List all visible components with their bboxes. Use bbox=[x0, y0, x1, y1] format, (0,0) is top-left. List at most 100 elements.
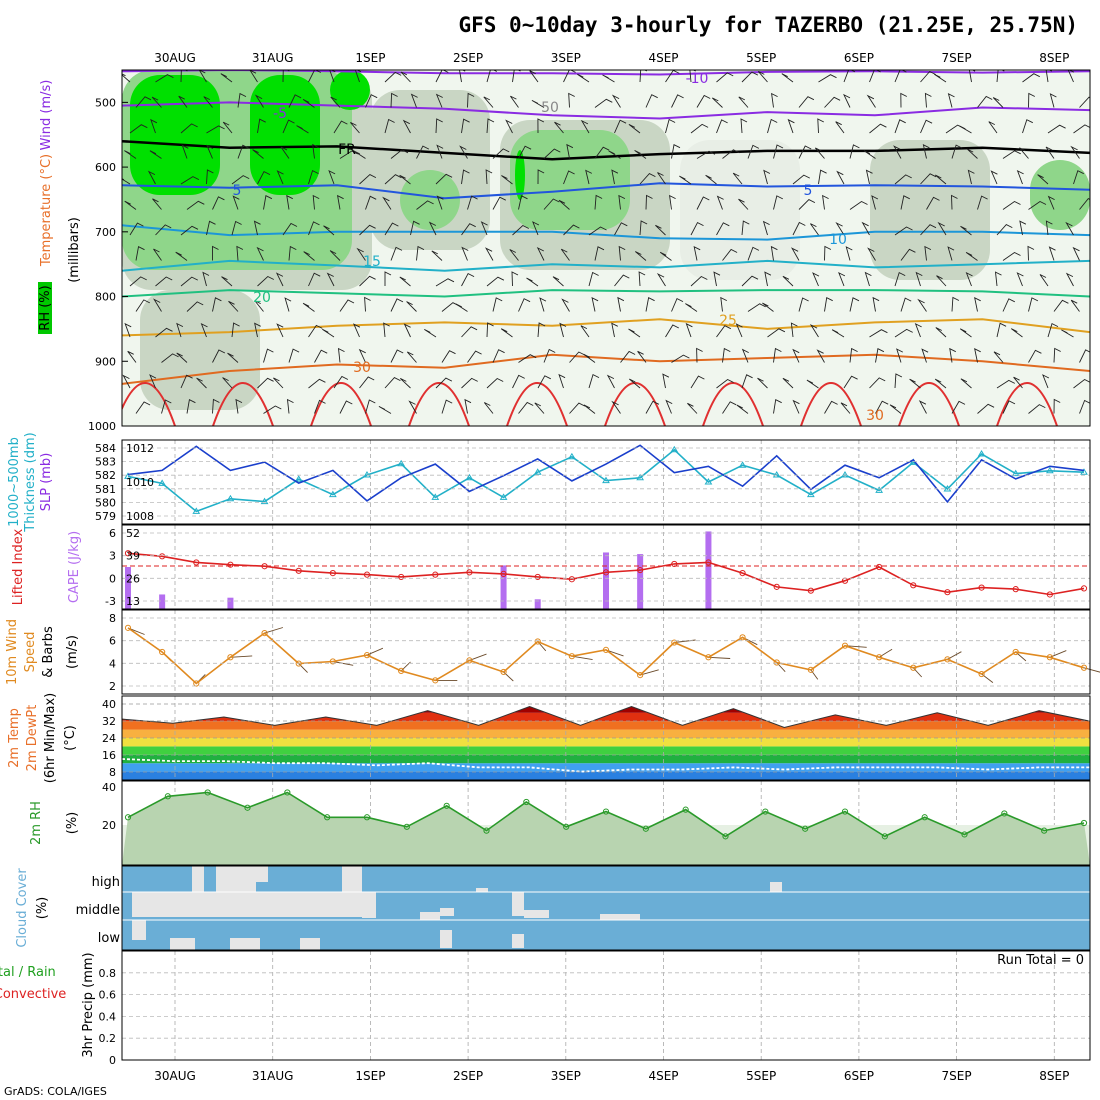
temp-band bbox=[122, 729, 1090, 738]
lifted-cape-panel: -3 0 3 6 13 26 39 52 Lifted Index CAPE (J/kg) bbox=[11, 524, 1091, 610]
top-date-label: 30AUG bbox=[154, 51, 196, 65]
millibars-axis-label: (millibars) bbox=[67, 217, 82, 283]
wind-barb bbox=[1047, 195, 1055, 210]
wind10m-barb bbox=[571, 655, 593, 661]
rh2m-point bbox=[443, 802, 450, 809]
cloud-cover-block bbox=[440, 930, 452, 948]
wind10m-point bbox=[978, 670, 985, 678]
wind10m-barb bbox=[810, 669, 819, 680]
wind-barb bbox=[486, 377, 504, 389]
wind-barb bbox=[894, 271, 906, 287]
rh-shading bbox=[515, 150, 525, 200]
wind-barb bbox=[611, 400, 621, 414]
wind-barb bbox=[594, 98, 613, 108]
wind-barb bbox=[359, 275, 376, 287]
wind-barb bbox=[996, 322, 1007, 338]
wind-barb bbox=[994, 271, 1002, 287]
wind-barb bbox=[500, 328, 513, 338]
wind-barb bbox=[534, 402, 545, 414]
thickness-point bbox=[670, 445, 679, 453]
wind-barb bbox=[236, 245, 244, 261]
wind-barb bbox=[741, 348, 749, 363]
wind-barb bbox=[992, 97, 1004, 108]
cloud-panel-frame bbox=[121, 865, 1091, 951]
bottom-date-label: 5SEP bbox=[746, 1069, 776, 1083]
lifted-index-point bbox=[671, 560, 678, 568]
isotherm-arc bbox=[604, 382, 666, 426]
wind-barb bbox=[569, 351, 586, 363]
wind-barb bbox=[329, 70, 336, 83]
wind-barb bbox=[257, 118, 266, 134]
wind-barb bbox=[824, 400, 838, 414]
wind-barb bbox=[252, 149, 264, 159]
wind-barb bbox=[358, 348, 366, 363]
wind-barb bbox=[639, 220, 648, 236]
wind-barb bbox=[645, 400, 660, 414]
rh-shading bbox=[510, 130, 630, 230]
wind-barb bbox=[222, 377, 233, 389]
pressure-tick: 900 bbox=[95, 355, 116, 368]
thickness-point bbox=[465, 473, 474, 481]
wind10m-point bbox=[363, 652, 371, 659]
wind-barb bbox=[583, 353, 596, 363]
wind-barb bbox=[467, 195, 478, 210]
precip-total-label: Total / Rain bbox=[0, 965, 56, 980]
wind-barb bbox=[588, 226, 607, 236]
wind-barb bbox=[716, 119, 728, 134]
wind-barb bbox=[914, 322, 922, 338]
wind-barb bbox=[665, 399, 673, 414]
wind-barb bbox=[221, 276, 233, 287]
wind10m-tick: 4 bbox=[109, 657, 116, 670]
wind-barb bbox=[359, 174, 377, 185]
wind-barb bbox=[399, 174, 411, 185]
wind-barb bbox=[390, 92, 398, 108]
wind-barb bbox=[235, 398, 243, 414]
wind-barb bbox=[356, 247, 366, 261]
wind-barb bbox=[936, 275, 947, 287]
wind-barb bbox=[308, 272, 321, 287]
wind-barb bbox=[1002, 298, 1016, 312]
wind-barb bbox=[312, 143, 319, 159]
wind10m-barb bbox=[503, 671, 514, 682]
wind-barb bbox=[757, 70, 768, 83]
wind-barb bbox=[222, 121, 233, 134]
wind-barb bbox=[1028, 349, 1042, 363]
wind-barb bbox=[288, 348, 300, 363]
wind-barb bbox=[537, 375, 552, 389]
thickness-point bbox=[806, 490, 815, 498]
wind-barb bbox=[365, 195, 377, 210]
pressure-tick: 700 bbox=[95, 226, 116, 239]
lifted-index-tick: 3 bbox=[109, 550, 116, 563]
cloud-cover-block bbox=[192, 866, 204, 892]
wind-barb bbox=[614, 119, 627, 134]
wind-barb bbox=[767, 118, 778, 134]
wind-barb bbox=[747, 144, 760, 159]
rh-shading bbox=[140, 290, 260, 410]
wind10m-point bbox=[159, 648, 166, 656]
thickness-tick: 579 bbox=[95, 510, 116, 523]
wind-barb bbox=[526, 277, 539, 287]
wind10m-tick: 8 bbox=[109, 612, 116, 625]
wind-barb bbox=[1022, 73, 1041, 83]
wind10m-tick: 6 bbox=[109, 635, 116, 648]
wind-barb bbox=[977, 403, 995, 414]
wind-barb bbox=[977, 195, 988, 210]
wind-barb bbox=[824, 245, 832, 261]
wind10m-point bbox=[705, 654, 712, 661]
wind-barb bbox=[638, 271, 646, 287]
wind-barb bbox=[206, 220, 216, 236]
wind-barb bbox=[741, 220, 750, 236]
temp-axis-label-3: (6hr Min/Max) bbox=[43, 693, 58, 783]
temp-tick: 40 bbox=[102, 698, 116, 711]
isotherm-line bbox=[122, 101, 1090, 120]
wind-barb bbox=[175, 251, 188, 261]
wind-barb bbox=[894, 373, 903, 389]
wind-barb bbox=[687, 402, 698, 414]
wind-barb bbox=[365, 94, 378, 108]
wind-barb bbox=[483, 402, 494, 414]
wind-barb bbox=[406, 301, 417, 312]
wind-barb bbox=[716, 72, 734, 83]
wind-barb bbox=[792, 399, 800, 414]
wind-barb bbox=[350, 121, 360, 134]
wind-barb bbox=[308, 324, 323, 338]
